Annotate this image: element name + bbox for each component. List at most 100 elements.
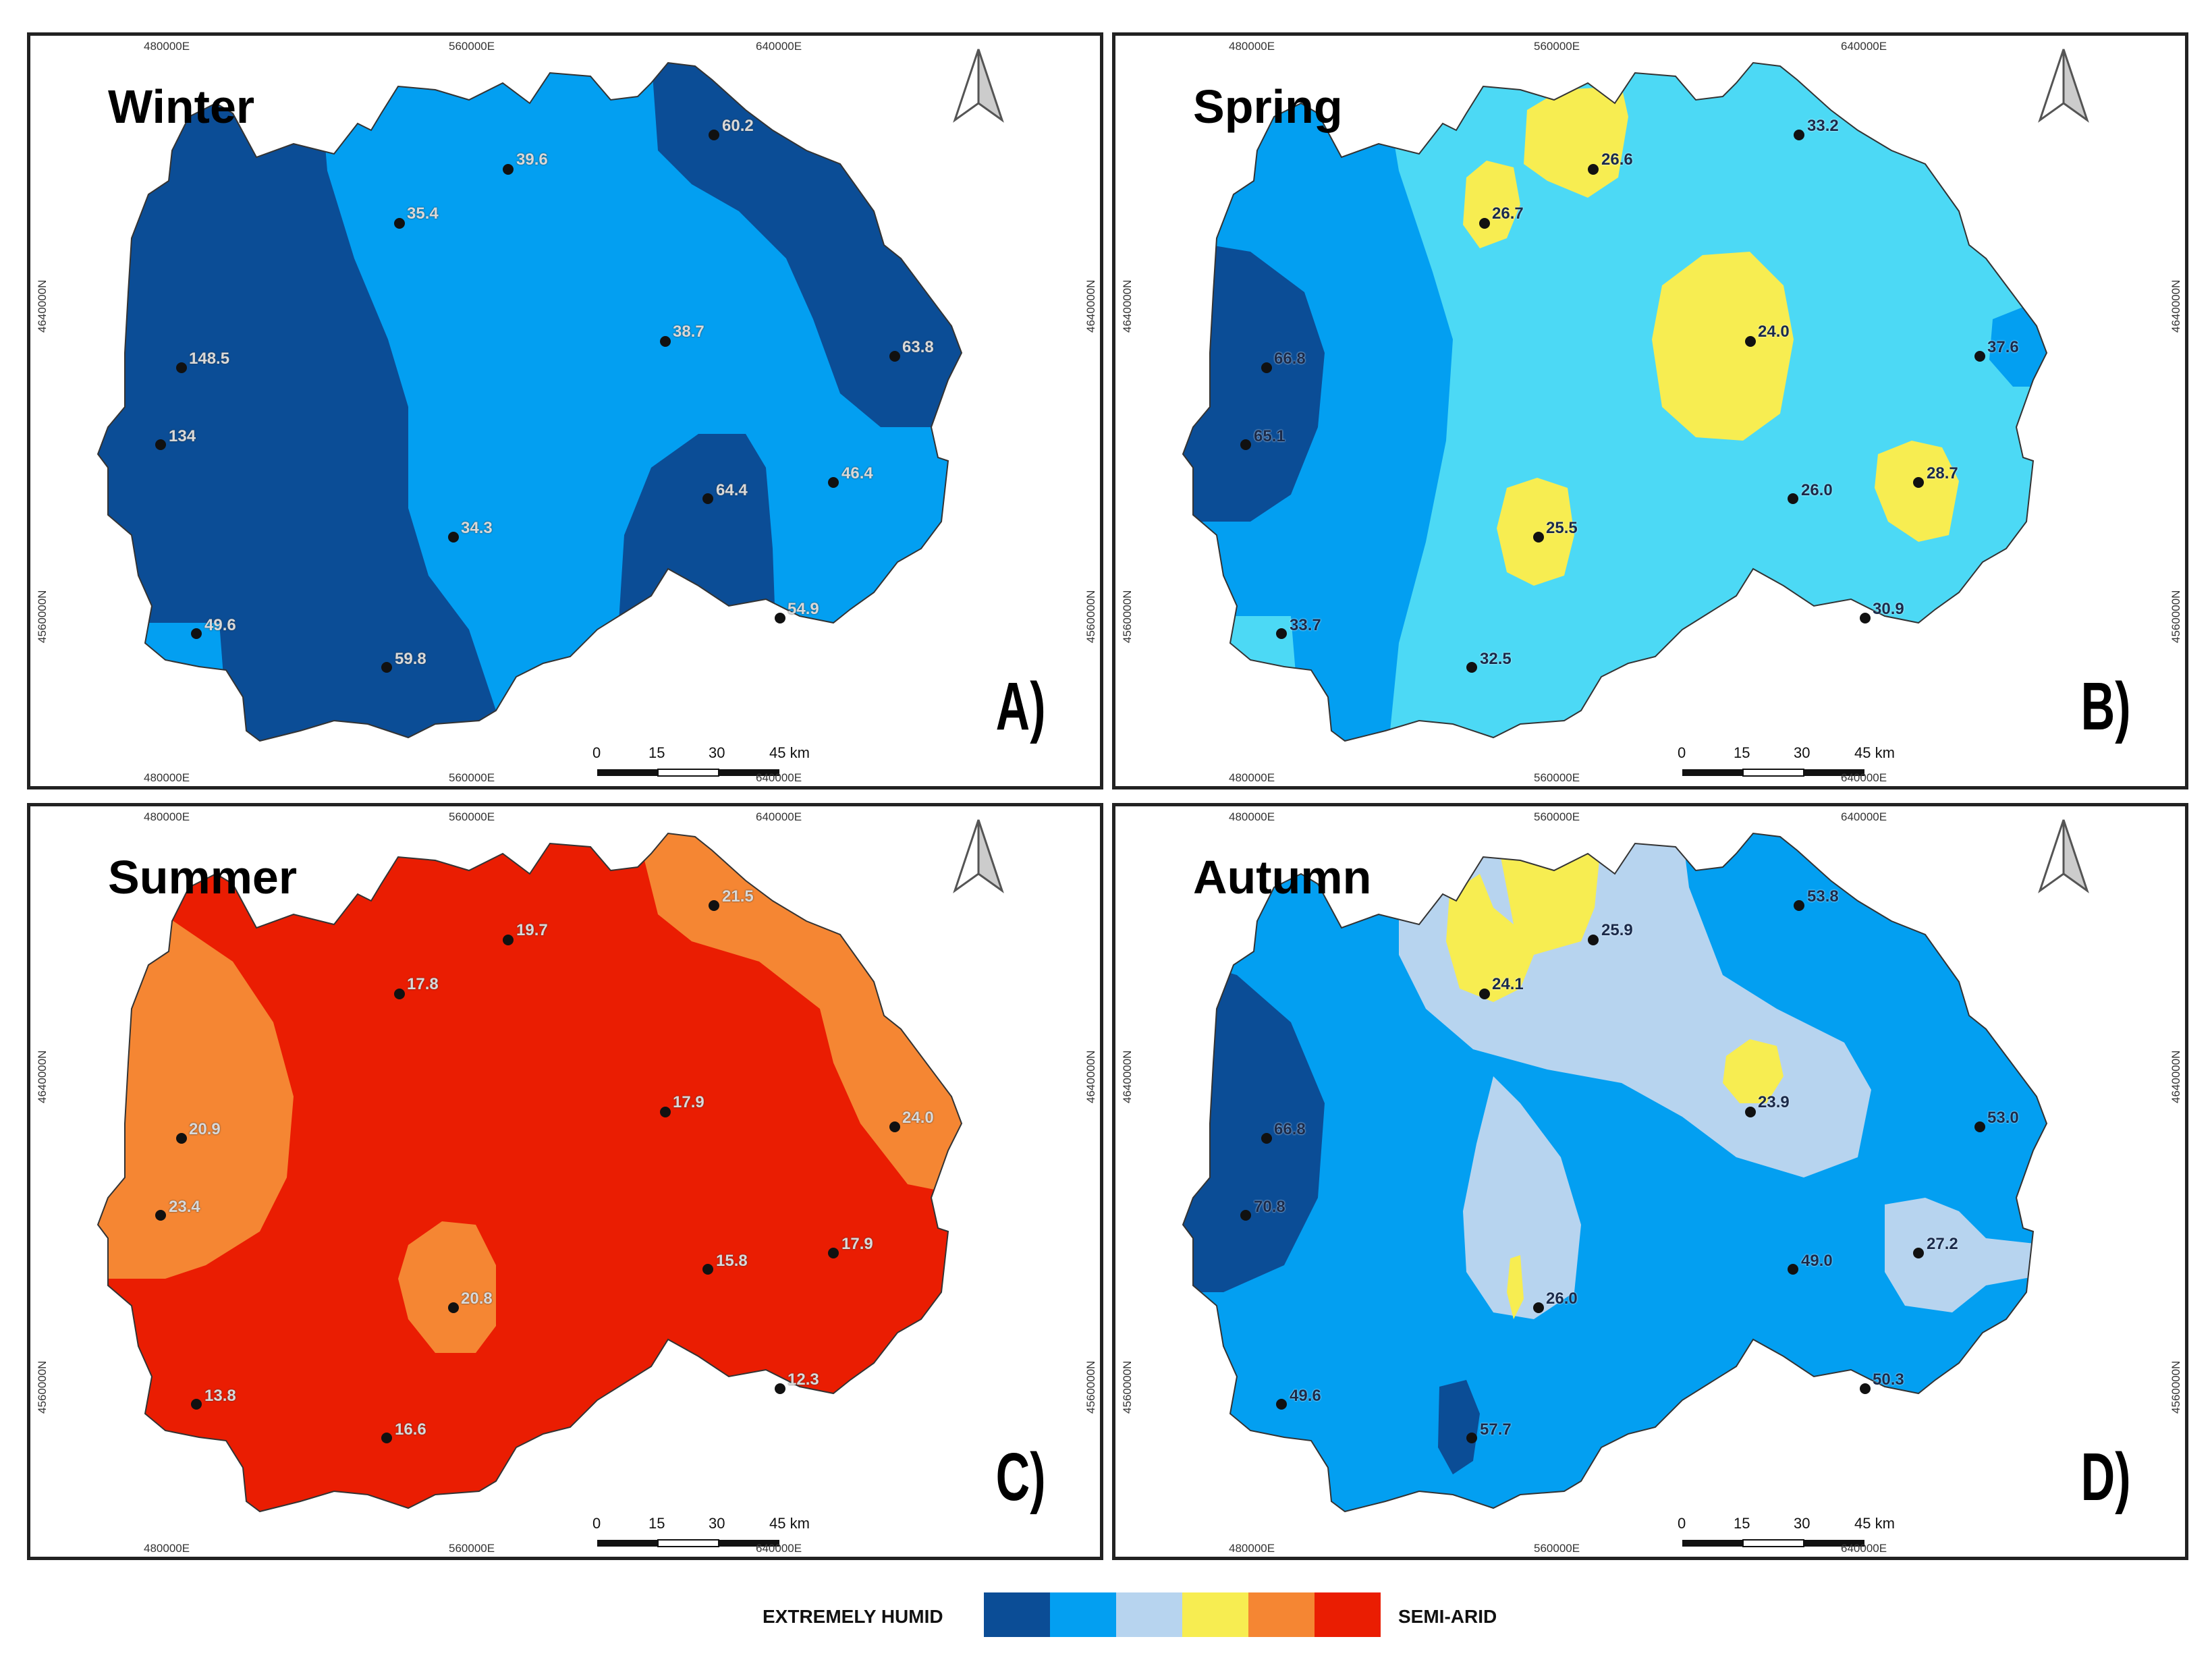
station-value: 24.0 [902,1109,934,1127]
legend-swatch-5 [1248,1592,1315,1637]
station-value: 37.6 [1987,338,2019,356]
season-title: Spring [1193,80,1343,133]
station-value: 26.0 [1801,481,1833,499]
map-panel-summer: Summer C) 480000E 560000E 640000E 480000… [27,803,1103,1560]
station-value: 59.8 [395,650,426,668]
scale-label-30: 30 [709,744,725,761]
x-tick-bottom-2: 560000E [1534,1542,1580,1555]
x-tick-top-1: 480000E [1229,810,1275,823]
x-tick-bottom-3: 640000E [756,1542,802,1555]
x-tick-top-1: 480000E [1229,40,1275,53]
station-value: 63.8 [902,338,934,356]
north-arrow [953,819,1004,893]
scale-label-45: 45 km [1854,1515,1895,1532]
x-tick-bottom-1: 480000E [144,771,190,784]
station-value: 24.1 [1492,975,1524,993]
station-value: 30.9 [1873,600,1904,618]
station-value: 66.8 [1274,350,1306,368]
station-value: 38.7 [673,323,704,341]
scale-label-15: 15 [1734,744,1750,761]
station-value: 26.6 [1601,150,1633,169]
station-value: 24.0 [1758,323,1790,341]
station-value: 46.4 [841,464,873,482]
y-tick-right-2: 4560000N [2169,590,2182,643]
season-title: Winter [108,80,255,133]
y-tick-1: 4640000N [1121,279,1134,333]
station-value: 66.8 [1274,1120,1306,1138]
station-value: 27.2 [1927,1235,1958,1253]
y-tick-right-1: 4640000N [1084,1050,1097,1103]
panel-letter: B) [2081,669,2131,744]
station-value: 35.4 [407,204,439,223]
x-tick-top-1: 480000E [144,810,190,823]
y-tick-2: 4560000N [36,1360,49,1414]
x-tick-bottom-2: 560000E [449,1542,495,1555]
scale-bar [1682,769,1864,777]
station-value: 19.7 [516,921,548,939]
legend-right-label: SEMI-ARID [1398,1606,1497,1627]
station-value: 64.4 [716,481,748,499]
legend-swatch-1 [984,1592,1050,1637]
legend-swatch-4 [1182,1592,1248,1637]
y-tick-1: 4640000N [36,279,49,333]
map-svg-autumn [1182,819,2089,1547]
station-value: 26.0 [1546,1289,1578,1308]
x-tick-top-2: 560000E [449,40,495,53]
panel-letter: C) [996,1439,1046,1515]
y-tick-right-1: 4640000N [2169,1050,2182,1103]
scale-label-45: 45 km [769,1515,810,1532]
x-tick-bottom-1: 480000E [1229,1542,1275,1555]
station-value: 49.0 [1801,1252,1833,1270]
station-value: 25.5 [1546,519,1578,537]
x-tick-top-3: 640000E [1841,810,1887,823]
x-tick-bottom-2: 560000E [1534,771,1580,784]
station-value: 53.8 [1807,887,1839,906]
scale-label-0: 0 [1678,1515,1686,1532]
x-tick-bottom-3: 640000E [756,771,802,784]
north-arrow [2038,49,2089,123]
station-value: 26.7 [1492,204,1524,223]
y-tick-right-1: 4640000N [2169,279,2182,333]
station-value: 17.9 [841,1235,873,1253]
station-value: 23.9 [1758,1093,1790,1111]
panel-letter: D) [2081,1439,2131,1515]
station-value: 57.7 [1480,1420,1512,1439]
season-title: Autumn [1193,851,1372,904]
scale-label-45: 45 km [1854,744,1895,761]
scale-label-0: 0 [592,1515,601,1532]
map-svg-winter [96,49,1004,777]
map-panel-autumn: Autumn D) 480000E 560000E 640000E 480000… [1112,803,2188,1560]
station-value: 33.2 [1807,117,1839,135]
north-arrow [2038,819,2089,893]
x-tick-bottom-1: 480000E [1229,771,1275,784]
scale-label-45: 45 km [769,744,810,761]
scale-label-30: 30 [1794,1515,1810,1532]
map-svg-spring [1182,49,2089,777]
legend-swatch-2 [1050,1592,1116,1637]
scale-label-15: 15 [648,1515,665,1532]
y-tick-right-2: 4560000N [2169,1360,2182,1414]
scale-label-0: 0 [592,744,601,761]
legend-swatch-3 [1116,1592,1182,1637]
y-tick-right-2: 4560000N [1084,590,1097,643]
scale-label-0: 0 [1678,744,1686,761]
station-value: 17.8 [407,975,439,993]
station-value: 34.3 [461,519,493,537]
station-value: 15.8 [716,1252,748,1270]
x-tick-top-2: 560000E [1534,810,1580,823]
x-tick-top-2: 560000E [1534,40,1580,53]
y-tick-1: 4640000N [1121,1050,1134,1103]
station-value: 39.6 [516,150,548,169]
map-panel-winter: Winter A) 480000E 560000E 640000E 480000… [27,32,1103,789]
station-value: 23.4 [169,1198,200,1216]
station-value: 53.0 [1987,1109,2019,1127]
scale-label-30: 30 [1794,744,1810,761]
season-title: Summer [108,851,298,904]
station-value: 49.6 [204,616,236,634]
station-value: 134 [169,427,196,445]
station-value: 70.8 [1254,1198,1285,1216]
x-tick-top-1: 480000E [144,40,190,53]
station-value: 21.5 [722,887,754,906]
scale-label-15: 15 [648,744,665,761]
station-value: 32.5 [1480,650,1512,668]
